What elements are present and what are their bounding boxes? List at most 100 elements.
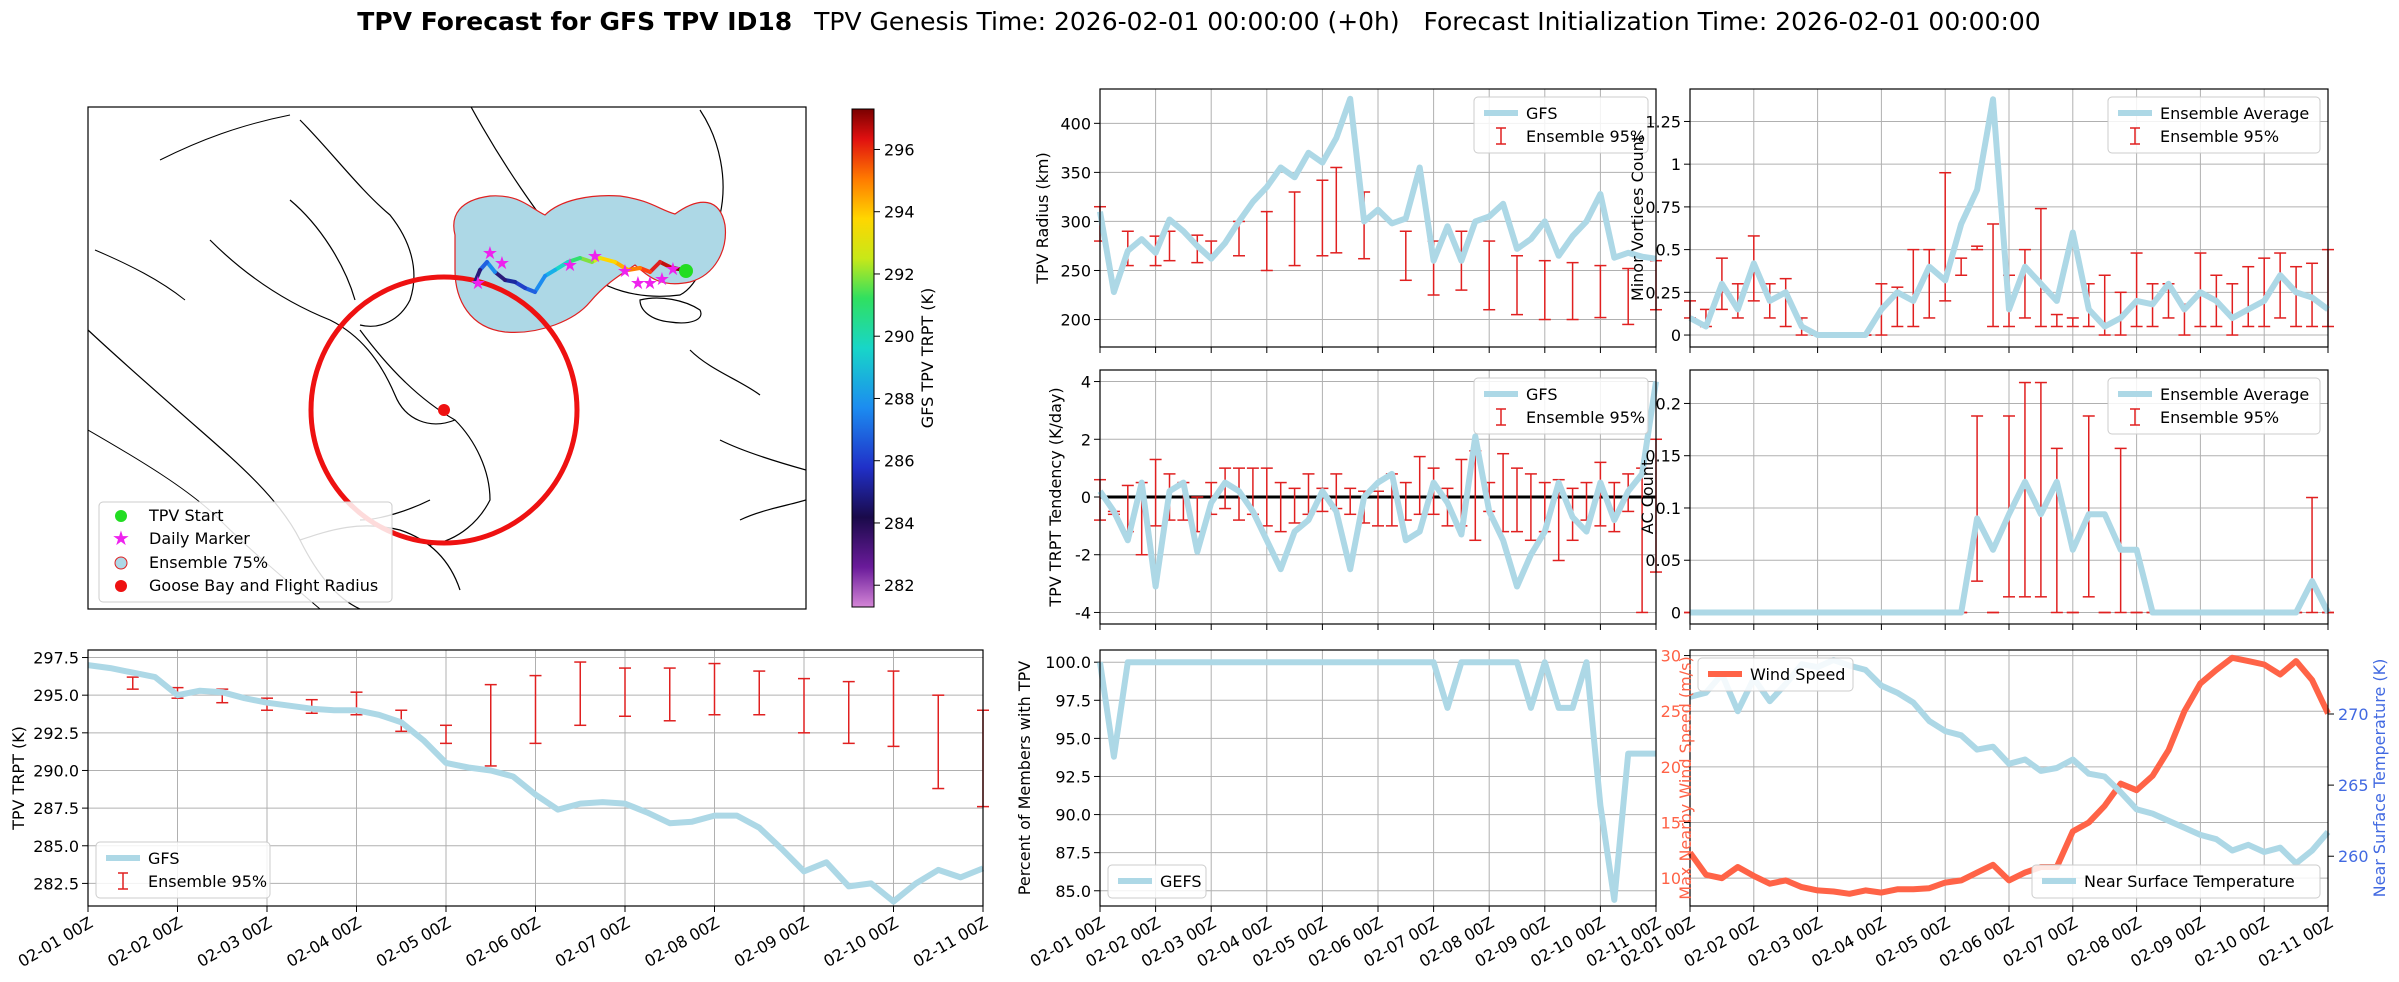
x-tick-label: 02-09 00Z — [731, 913, 812, 971]
legend: GFS Ensemble 95% — [95, 841, 271, 899]
y-tick-label: 350 — [1060, 163, 1091, 182]
axes-frame — [1689, 88, 2329, 348]
legend-box — [1697, 657, 1854, 692]
border-line-2 — [159, 114, 291, 161]
track-segment — [493, 270, 507, 282]
goose-bay-marker — [438, 404, 450, 416]
colorbar-tick-label: 296 — [884, 140, 915, 159]
colorbar-tick-label: 294 — [884, 203, 915, 222]
y-tick-label: 0.25 — [1645, 283, 1681, 302]
legend-box — [1107, 864, 1207, 899]
axes-frame — [1689, 649, 2329, 907]
colorbar-tick-label: 286 — [884, 452, 915, 471]
map-legend-label: Daily Marker — [149, 529, 250, 548]
y-tick-label: 0 — [1671, 326, 1681, 345]
chart-trpt-tendency: -4 -2 0 2 4 TPV TRPT Tendency (K/day) GFS Ensem… — [1046, 369, 1662, 630]
y-tick-label: 0.75 — [1645, 198, 1681, 217]
legend-ensemble-icon — [114, 556, 128, 570]
daily-marker: ★ — [562, 255, 578, 276]
track-segment — [598, 256, 617, 264]
y-tick-label: 0.05 — [1645, 551, 1681, 570]
x-tick-label: 02-08 00Z — [641, 913, 722, 971]
coastline-labrador — [359, 329, 491, 546]
legend-tpv-start-icon — [115, 510, 127, 522]
legend-label: Ensemble Average — [2160, 104, 2309, 123]
y-tick-label: 15 — [1661, 814, 1681, 833]
legend: GFS Ensemble 95% — [1473, 377, 1649, 435]
axes-frame — [1099, 649, 1657, 907]
legend: GEFS — [1107, 864, 1207, 899]
track-segment — [658, 260, 674, 270]
y-tick-label: 2 — [1081, 430, 1091, 449]
y-tick-label: 1 — [1671, 155, 1681, 174]
border-line-3 — [94, 249, 186, 301]
y-tick-label: 20 — [1661, 758, 1681, 777]
map-legend-label: Goose Bay and Flight Radius — [149, 576, 378, 595]
legend: Ensemble Average Ensemble 95% — [2107, 96, 2321, 154]
y-tick-label: 295.0 — [33, 686, 79, 705]
y-tick-label: 290.0 — [33, 761, 79, 780]
legend-label: GFS — [1526, 385, 1557, 404]
daily-marker: ★ — [665, 259, 681, 280]
y-tick-label: 4 — [1081, 373, 1091, 392]
legend-box — [2031, 864, 2321, 899]
y-tick-label: 250 — [1060, 261, 1091, 280]
axes-frame — [87, 649, 984, 907]
daily-marker: ★ — [617, 261, 633, 282]
legend-label: Wind Speed — [1750, 665, 1845, 684]
x-tick-label: 02-10 00Z — [820, 913, 901, 971]
y-tick-label: 0.1 — [1656, 499, 1681, 518]
x-tick-label: 02-11 00Z — [910, 913, 991, 971]
figure-title: TPV Forecast for GFS TPV ID18 TPV Genesis… — [357, 7, 2040, 36]
y-tick-label: 0.2 — [1656, 394, 1681, 413]
legend-label: GFS — [1526, 104, 1557, 123]
y-tick-label: 30 — [1661, 647, 1681, 666]
colorbar-tick-label: 292 — [884, 265, 915, 284]
legend-label: Ensemble 95% — [2160, 408, 2279, 427]
y-tick-label: 297.5 — [33, 649, 79, 668]
y-axis-label: Percent of Members with TPV — [1015, 661, 1034, 895]
series-line — [1097, 95, 1657, 296]
map-legend-label: TPV Start — [148, 506, 224, 525]
x-tick-label: 02-06 00Z — [462, 913, 543, 971]
legend: Near Surface Temperature — [2031, 864, 2321, 899]
colorbar-label: GFS TPV TRPT (K) — [918, 288, 937, 428]
daily-marker: ★ — [587, 246, 603, 267]
y-tick-label: 285.0 — [33, 837, 79, 856]
track-segment — [566, 256, 582, 264]
series-line — [1097, 659, 1656, 903]
track-segment — [648, 260, 662, 274]
daily-marker: ★ — [494, 253, 510, 274]
legend-label: Ensemble 95% — [1526, 408, 1645, 427]
map-legend-label: Ensemble 75% — [149, 553, 268, 572]
series-line — [1687, 654, 2331, 897]
y-tick-label: 0.5 — [1656, 241, 1681, 260]
chart-tpv-radius: 200 250 300 350 400 TPV Radius (km) GFS Ensembl… — [1033, 88, 1662, 353]
legend-label: Ensemble Average — [2160, 385, 2309, 404]
chart-tpv-trpt: 02-01 00Z 02-02 00Z 02-03 00Z 02-04 00Z 02-0… — [9, 649, 991, 971]
y-tick-label: 97.5 — [1055, 691, 1091, 710]
x-tick-label: 02-04 00Z — [283, 913, 364, 971]
tpv-track: ★★★★ ★★★★★★ — [470, 243, 693, 294]
coastline-europe — [689, 349, 806, 521]
daily-marker: ★ — [642, 273, 658, 294]
goose-bay-flight-radius — [308, 274, 580, 546]
daily-marker: ★ — [630, 273, 646, 294]
colorbar-tick-label: 282 — [884, 576, 915, 595]
daily-marker: ★ — [470, 273, 486, 294]
y-tick-label: 92.5 — [1055, 767, 1091, 786]
legend-label: GEFS — [1160, 872, 1202, 891]
map-legend-box — [98, 501, 393, 603]
y-tick-label: 0.15 — [1645, 447, 1681, 466]
legend-label: GFS — [148, 849, 179, 868]
colorbar-tick-label: 288 — [884, 389, 915, 408]
y-tick-label-right: 265 — [2338, 776, 2369, 795]
figure-title-rest: TPV Genesis Time: 2026-02-01 00:00:00 (+… — [813, 7, 2041, 36]
y-axis-label: Minor Vortices Count — [1628, 135, 1647, 301]
axes-frame — [1099, 88, 1657, 348]
colorbar-tick-label: 284 — [884, 514, 915, 533]
y-tick-label: 0 — [1081, 488, 1091, 507]
axes-frame — [1689, 369, 2329, 625]
